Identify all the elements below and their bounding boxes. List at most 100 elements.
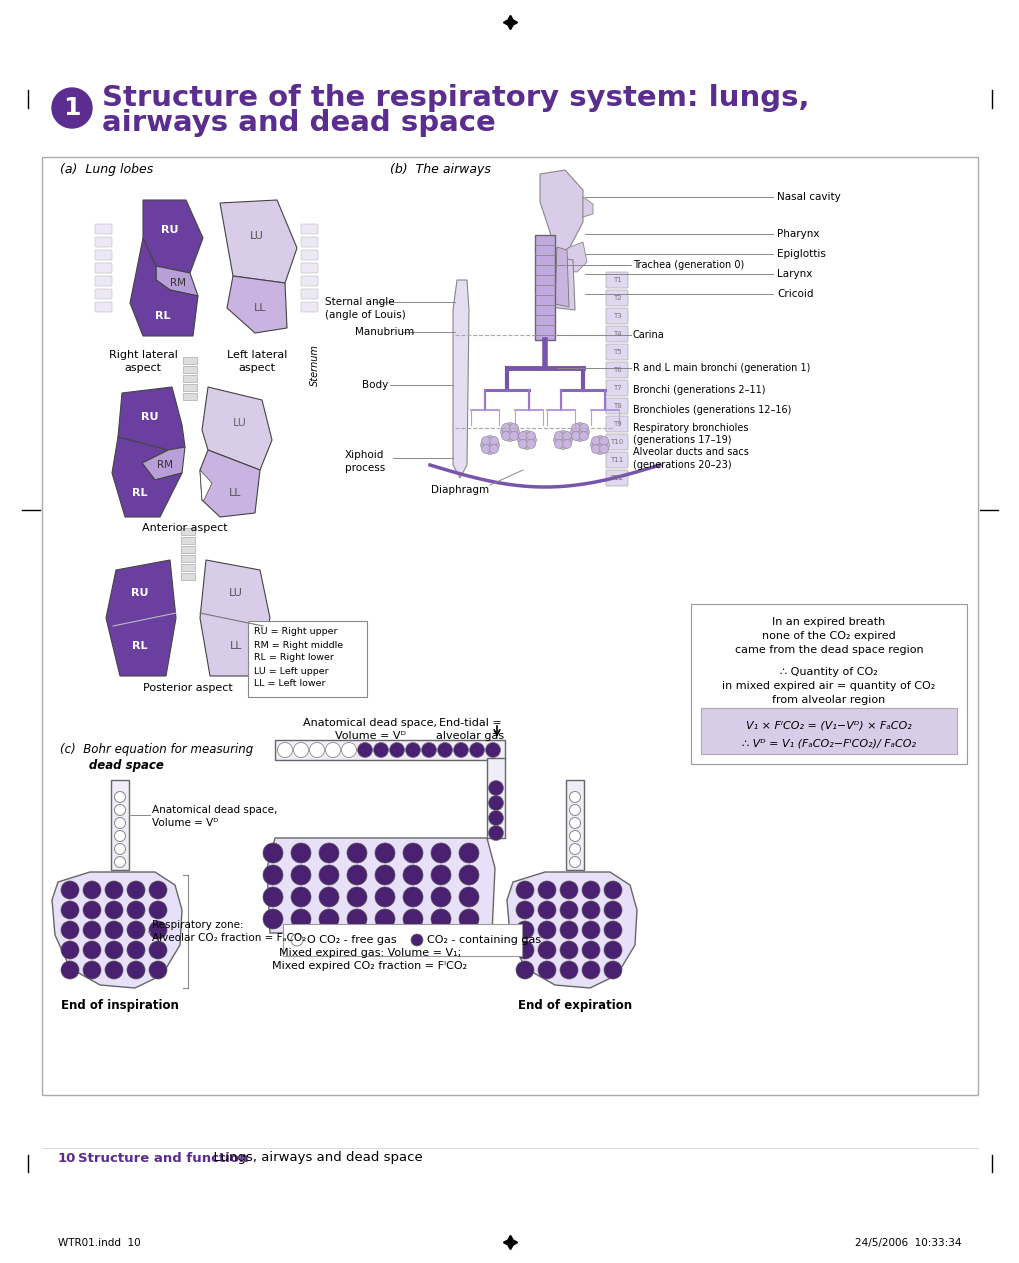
Circle shape [263, 842, 282, 863]
Text: T7: T7 [612, 385, 621, 392]
Circle shape [488, 826, 503, 840]
Circle shape [431, 887, 450, 907]
FancyBboxPatch shape [301, 289, 318, 299]
FancyBboxPatch shape [301, 302, 318, 312]
Text: alveolar gas: alveolar gas [435, 731, 503, 741]
Circle shape [431, 865, 450, 885]
Circle shape [579, 432, 588, 441]
Polygon shape [156, 266, 198, 296]
Circle shape [510, 427, 519, 437]
Polygon shape [227, 277, 286, 333]
Text: Epiglottis: Epiglottis [776, 249, 825, 259]
Polygon shape [200, 450, 260, 517]
Circle shape [537, 941, 555, 959]
Text: Diaphragm: Diaphragm [430, 485, 488, 495]
Text: RL: RL [155, 311, 170, 321]
FancyBboxPatch shape [605, 398, 628, 414]
Bar [180, 554, 195, 562]
Text: RM: RM [157, 460, 173, 470]
Circle shape [558, 436, 567, 445]
Circle shape [341, 743, 357, 758]
Polygon shape [143, 200, 203, 273]
Text: In an expired breath: In an expired breath [771, 618, 884, 626]
FancyBboxPatch shape [605, 362, 628, 378]
Polygon shape [452, 280, 469, 477]
Circle shape [569, 817, 580, 829]
Circle shape [346, 865, 367, 885]
Circle shape [61, 941, 78, 959]
Circle shape [263, 909, 282, 930]
Text: V₁ × FᴵCO₂ = (V₁−Vᴰ) × FₐCO₂: V₁ × FᴵCO₂ = (V₁−Vᴰ) × FₐCO₂ [745, 721, 911, 731]
Circle shape [403, 865, 423, 885]
Circle shape [403, 887, 423, 907]
Circle shape [603, 882, 622, 899]
Text: Mixed expired gas: Volume = V₁;: Mixed expired gas: Volume = V₁; [278, 949, 461, 959]
Circle shape [562, 436, 572, 445]
Circle shape [571, 423, 580, 432]
Circle shape [582, 921, 599, 938]
Circle shape [575, 423, 584, 432]
Circle shape [127, 941, 145, 959]
Text: process: process [344, 464, 385, 474]
FancyBboxPatch shape [301, 277, 318, 285]
Circle shape [290, 909, 311, 930]
Text: T12: T12 [609, 475, 623, 481]
Polygon shape [106, 560, 176, 676]
Circle shape [389, 743, 405, 758]
Circle shape [325, 743, 340, 758]
Circle shape [277, 743, 292, 758]
Text: aspect: aspect [124, 362, 161, 373]
Circle shape [522, 436, 531, 445]
Circle shape [537, 901, 555, 919]
Text: LU = Left upper: LU = Left upper [254, 667, 328, 676]
Circle shape [421, 743, 436, 758]
Circle shape [603, 921, 622, 938]
Circle shape [558, 431, 567, 440]
Text: Left lateral: Left lateral [226, 350, 287, 360]
Text: ∴ Quantity of CO₂: ∴ Quantity of CO₂ [780, 667, 877, 677]
FancyBboxPatch shape [95, 302, 112, 312]
Polygon shape [52, 871, 181, 988]
Circle shape [559, 901, 578, 919]
Circle shape [516, 921, 534, 938]
Circle shape [431, 909, 450, 930]
Circle shape [263, 887, 282, 907]
Circle shape [485, 441, 494, 450]
Circle shape [481, 445, 490, 453]
Text: Bronchioles (generations 12–16): Bronchioles (generations 12–16) [633, 405, 791, 416]
Circle shape [149, 901, 167, 919]
Text: End-tidal =: End-tidal = [438, 717, 501, 727]
Text: Pharynx: Pharynx [776, 229, 818, 239]
Bar [566, 781, 584, 870]
Text: airways and dead space: airways and dead space [102, 109, 495, 136]
Circle shape [105, 941, 123, 959]
Text: Xiphoid: Xiphoid [344, 450, 384, 460]
Circle shape [459, 887, 479, 907]
Text: dead space: dead space [60, 759, 164, 772]
Circle shape [485, 436, 494, 445]
Text: T10: T10 [609, 440, 623, 445]
Text: Nasal cavity: Nasal cavity [776, 192, 840, 202]
FancyBboxPatch shape [690, 604, 966, 764]
Polygon shape [506, 871, 637, 988]
Circle shape [485, 743, 500, 758]
Text: Anatomical dead space,: Anatomical dead space, [303, 717, 436, 727]
Text: 1: 1 [63, 96, 81, 120]
Circle shape [114, 792, 125, 802]
Circle shape [501, 432, 510, 441]
Circle shape [600, 441, 609, 450]
Text: LU: LU [232, 418, 247, 428]
Circle shape [346, 909, 367, 930]
Circle shape [501, 423, 510, 432]
Circle shape [406, 743, 420, 758]
Text: O CO₂ - free gas: O CO₂ - free gas [307, 935, 396, 945]
Circle shape [510, 423, 518, 432]
Circle shape [505, 423, 514, 432]
Circle shape [559, 921, 578, 938]
Circle shape [580, 427, 589, 437]
Circle shape [599, 437, 608, 446]
Bar [180, 546, 195, 553]
FancyBboxPatch shape [605, 326, 628, 342]
Circle shape [559, 941, 578, 959]
Polygon shape [200, 470, 212, 500]
